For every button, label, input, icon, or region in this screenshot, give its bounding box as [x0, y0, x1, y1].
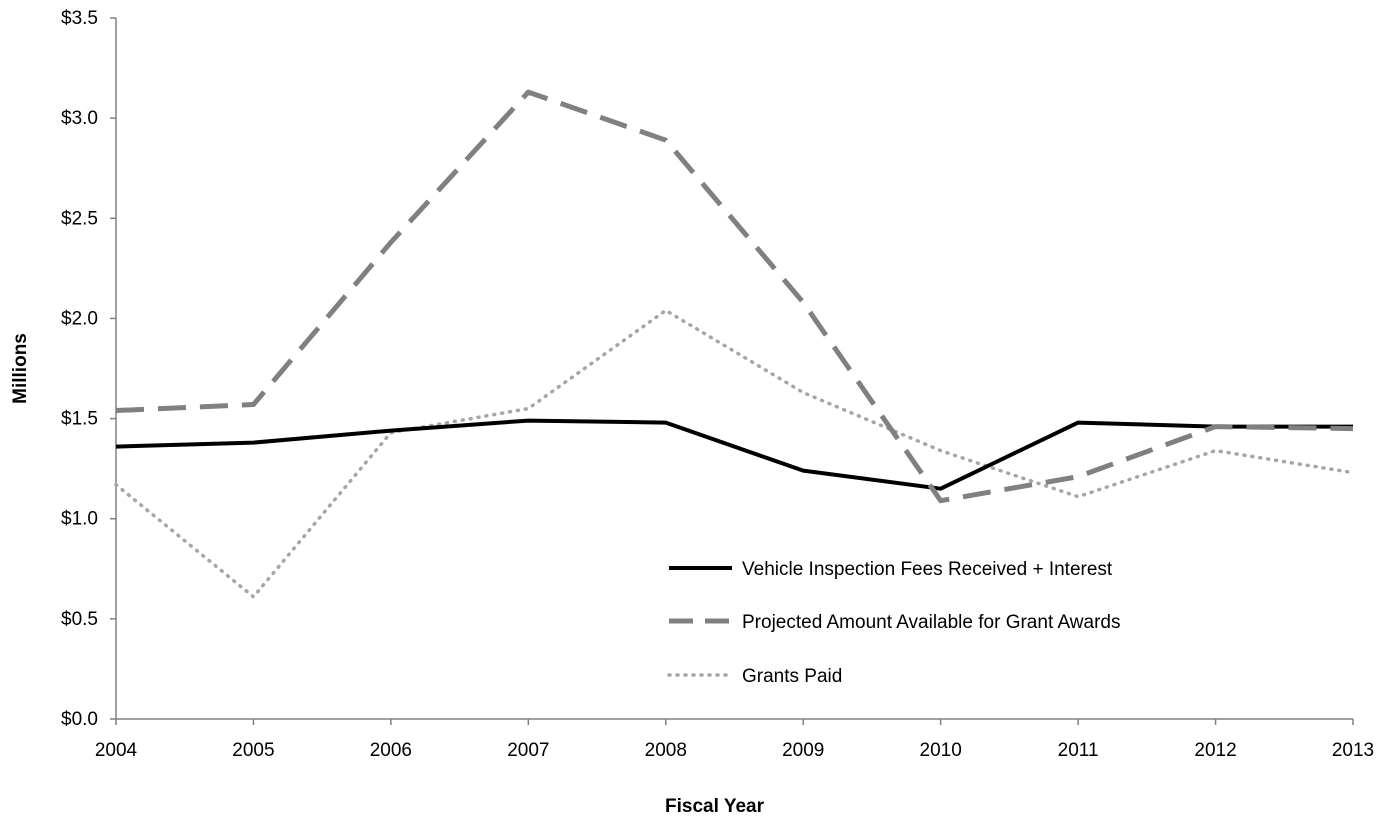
- legend-label: Projected Amount Available for Grant Awa…: [742, 612, 1120, 633]
- x-tick-label: 2011: [1058, 740, 1099, 761]
- x-tick-label: 2013: [1332, 740, 1374, 761]
- x-tick-label: 2009: [782, 740, 824, 761]
- x-axis-title: Fiscal Year: [665, 796, 765, 817]
- y-tick-label: $0.0: [61, 709, 98, 730]
- x-tick-label: 2004: [95, 740, 138, 761]
- y-axis-title: Millions: [10, 333, 31, 404]
- x-tick-label: 2007: [507, 740, 549, 761]
- series-line-solid: [115, 418, 1353, 491]
- series-line-dashed: [115, 89, 1354, 504]
- y-tick-label: $2.0: [61, 308, 98, 329]
- legend-label: Grants Paid: [742, 666, 842, 687]
- y-axis-ticks: $0.0 $0.5 $1.0 $1.5 $2.0 $2.5 $3.0 $3.5: [61, 8, 116, 730]
- y-tick-label: $1.5: [61, 409, 98, 430]
- y-tick-label: $3.5: [61, 8, 98, 29]
- x-tick-label: 2005: [232, 740, 274, 761]
- x-tick-label: 2006: [370, 740, 412, 761]
- y-tick-label: $2.5: [61, 208, 98, 229]
- legend-label: Vehicle Inspection Fees Received + Inter…: [742, 559, 1113, 580]
- legend: Vehicle Inspection Fees Received + Inter…: [667, 559, 1120, 687]
- y-tick-label: $3.0: [61, 108, 98, 129]
- x-axis-ticks: 2004 2005 2006 2007 2008 2009 2010 2011 2012 2013: [95, 719, 1374, 761]
- y-tick-label: $0.5: [61, 609, 98, 630]
- y-tick-label: $1.0: [61, 509, 98, 530]
- axes: [115, 18, 1353, 720]
- x-tick-label: 2012: [1194, 740, 1236, 761]
- x-tick-label: 2010: [920, 740, 962, 761]
- series-lines: [114, 89, 1355, 599]
- x-tick-label: 2008: [645, 740, 687, 761]
- series-line-dotted: [114, 308, 1355, 599]
